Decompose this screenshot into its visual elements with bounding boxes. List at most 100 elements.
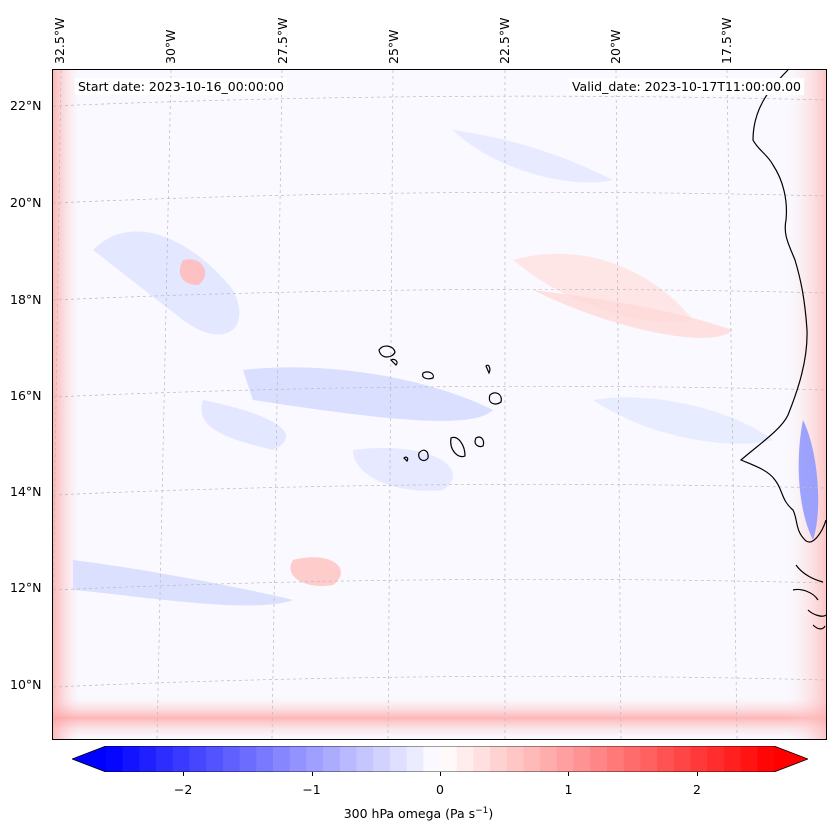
colorbar-swatch <box>506 746 525 772</box>
coastlines <box>378 70 826 630</box>
lon-tick-label: 32.5°W <box>52 17 67 64</box>
colorbar-swatch <box>590 746 608 772</box>
field-blue-patch-4 <box>453 130 613 183</box>
lon-tick-label: 20°W <box>608 29 623 64</box>
colorbar-swatch <box>323 746 341 772</box>
lat-tick-label: 16°N <box>10 388 42 403</box>
colorbar-swatch <box>256 746 274 772</box>
colorbar-tick-label: 0 <box>436 782 444 797</box>
field-west-edge <box>53 70 79 739</box>
colorbar-swatch <box>206 746 224 772</box>
colorbar-swatch <box>423 746 441 772</box>
colorbar-swatch <box>373 746 391 772</box>
colorbar-label-close: ) <box>488 806 494 822</box>
colorbar-swatch <box>122 746 140 772</box>
island-santiago <box>450 436 466 458</box>
colorbar-swatch <box>556 746 575 772</box>
colorbar-swatch <box>389 746 408 772</box>
colorbar-tickmark <box>440 772 441 776</box>
field-blue-band-3 <box>73 560 293 606</box>
lat-tick-label: 20°N <box>10 195 42 210</box>
lat-line-14 <box>53 483 826 496</box>
colorbar-swatch <box>640 746 658 772</box>
colorbar-swatch <box>490 746 508 772</box>
lon-tick-label: 27.5°W <box>275 17 290 64</box>
island-sao-nicolau <box>422 371 434 380</box>
lat-tick-label: 22°N <box>10 98 42 113</box>
colorbar-swatch <box>156 746 174 772</box>
field-blue-patch-2 <box>353 448 453 491</box>
graticule <box>53 70 826 739</box>
colorbar-swatch <box>456 746 474 772</box>
field-red-spot <box>179 259 206 285</box>
colorbar-tickmark <box>568 772 570 776</box>
colorbar-tick-label: 1 <box>564 782 573 797</box>
lat-line-16 <box>53 385 826 398</box>
colorbar-swatch <box>473 746 491 772</box>
lat-line-18 <box>53 288 826 301</box>
island-santo-antao <box>378 345 396 358</box>
colorbar-swatch <box>289 746 307 772</box>
colorbar-swatch <box>440 746 458 772</box>
colorbar-swatch <box>690 746 708 772</box>
island-brava <box>403 456 409 462</box>
colorbar-tick-label: −1 <box>302 782 321 797</box>
field-blue-band-2 <box>201 400 287 450</box>
colorbar-swatch <box>106 746 124 772</box>
island-maio <box>474 436 485 448</box>
colorbar-label-exponent: −1 <box>475 806 489 816</box>
colorbar-swatch <box>657 746 675 772</box>
field-strong-ascent <box>798 420 819 540</box>
lat-tick-label: 12°N <box>10 580 42 595</box>
map-panel <box>52 69 827 740</box>
colorbar-tickmark <box>183 772 185 776</box>
lat-line-12 <box>53 578 826 591</box>
colorbar-swatch <box>673 746 692 772</box>
colorbar-swatch <box>523 746 541 772</box>
lon-line-30 <box>156 70 172 739</box>
african-coastline <box>739 70 826 543</box>
colorbar-swatch <box>540 746 558 772</box>
lat-line-20 <box>53 191 826 204</box>
colorbar-swatch <box>339 746 358 772</box>
start-date-label: Start date: 2023-10-16_00:00:00 <box>75 78 287 95</box>
colorbar-swatches <box>70 745 810 773</box>
field-south-edge <box>53 698 826 738</box>
field-blue-band <box>243 367 493 421</box>
colorbar-swatch <box>573 746 591 772</box>
field-blue-patch-3 <box>593 397 773 444</box>
colorbar-swatch <box>306 746 324 772</box>
colorbar-swatch <box>757 746 775 772</box>
omega-map <box>53 70 826 739</box>
colorbar-swatch <box>406 746 424 772</box>
lat-tick-label: 10°N <box>10 677 42 692</box>
colorbar-swatch <box>607 746 625 772</box>
colorbar <box>70 745 810 773</box>
lat-line-22 <box>53 95 826 107</box>
colorbar-swatch <box>740 746 758 772</box>
colorbar-tick-label: −2 <box>173 782 193 797</box>
lon-line-27-5 <box>271 70 283 739</box>
colorbar-swatch <box>222 746 241 772</box>
colorbar-swatch <box>189 746 207 772</box>
lon-tick-label: 17.5°W <box>719 17 734 64</box>
colorbar-max-arrow <box>774 746 808 772</box>
lat-tick-label: 18°N <box>10 292 42 307</box>
colorbar-label-text: 300 hPa omega (Pa s <box>343 806 476 822</box>
island-sao-vicente <box>389 358 398 366</box>
island-boa-vista <box>488 392 502 405</box>
colorbar-tickmark <box>311 772 313 776</box>
field-blue-patch <box>93 231 240 335</box>
african-coastline-south <box>792 564 826 630</box>
omega-field <box>53 70 826 739</box>
colorbar-swatch <box>707 746 725 772</box>
colorbar-swatch <box>273 746 291 772</box>
colorbar-tick-label: 2 <box>692 782 701 797</box>
lon-line-17-5 <box>726 70 738 739</box>
lon-tick-label: 25°W <box>386 29 401 64</box>
lon-tick-label: 22.5°W <box>497 17 512 64</box>
field-east-edge <box>788 70 826 739</box>
valid-date-label: Valid_date: 2023-10-17T11:00:00.00 <box>568 78 804 95</box>
field-red-patch-3 <box>290 557 341 586</box>
colorbar-min-arrow <box>72 746 106 772</box>
